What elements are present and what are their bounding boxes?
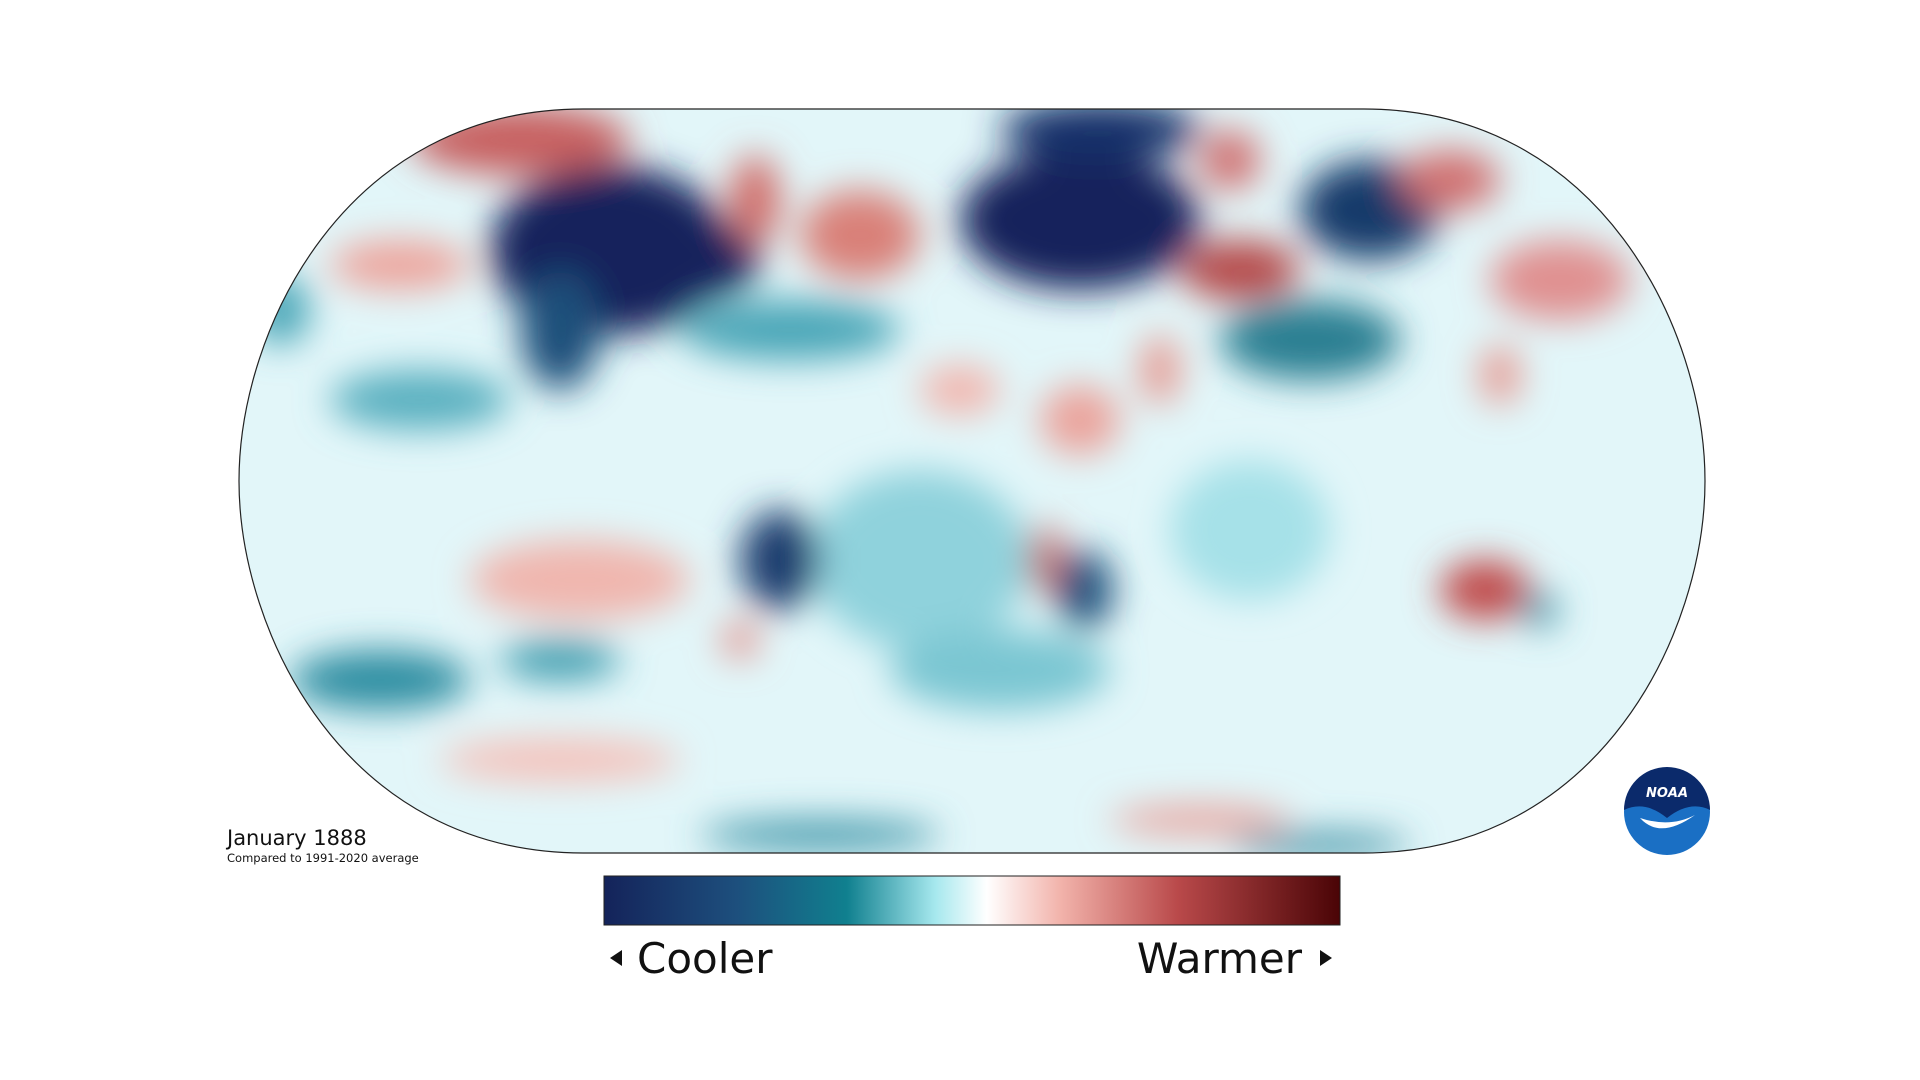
color-scale (603, 875, 1341, 926)
arrow-left (610, 950, 622, 966)
noaa-logo: NOAA (1624, 767, 1710, 855)
logo-text: NOAA (1646, 786, 1688, 801)
map-title: January 1888 (225, 826, 367, 850)
map-subtitle: Compared to 1991-2020 average (227, 851, 419, 865)
cooler-label: Cooler (637, 934, 773, 983)
anomaly-map (239, 109, 1705, 853)
warmer-label: Warmer (1137, 934, 1303, 983)
map-outline (238, 108, 1706, 854)
arrow-right (1320, 950, 1332, 966)
